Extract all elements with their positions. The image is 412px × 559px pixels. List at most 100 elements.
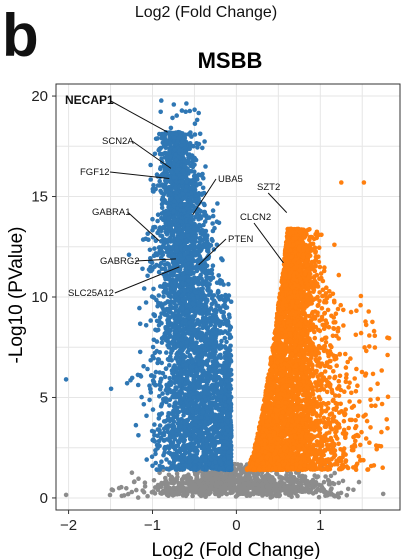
point-down [220, 426, 226, 432]
point-down [147, 397, 152, 403]
point-down [159, 266, 165, 272]
point-down [195, 294, 200, 300]
point-down [157, 147, 162, 152]
point-ns [268, 479, 274, 484]
point-down [210, 348, 216, 354]
point-down [208, 322, 214, 328]
point-down [178, 202, 183, 208]
point-ns [314, 475, 320, 480]
point-ns [194, 474, 200, 480]
point-down [204, 405, 210, 410]
point-down [188, 437, 193, 442]
point-down [180, 467, 185, 472]
point-down [226, 281, 231, 287]
point-down [224, 305, 230, 310]
chart-title: MSBB [198, 48, 263, 73]
point-ns [305, 485, 311, 490]
point-down [166, 335, 171, 340]
point-down [215, 201, 220, 206]
point-down [171, 175, 177, 180]
point-down [163, 220, 168, 226]
point-down [168, 235, 173, 240]
point-down [210, 228, 216, 234]
point-down [173, 456, 179, 462]
point-down [173, 376, 179, 381]
panel-letter: b [2, 2, 39, 69]
point-down [171, 435, 176, 440]
point-down [166, 357, 172, 363]
point-ns [276, 493, 282, 499]
point-ns [316, 494, 322, 500]
point-ns [267, 488, 273, 494]
point-down [153, 369, 159, 375]
point-ns [338, 490, 344, 496]
point-down [165, 299, 170, 304]
point-ns [302, 474, 308, 479]
point-down [172, 380, 178, 386]
point-ns [380, 491, 386, 497]
point-down [108, 386, 114, 392]
point-down [214, 383, 220, 389]
point-ns [135, 495, 141, 500]
point-ns [356, 479, 362, 485]
point-ns [208, 475, 213, 481]
point-down [156, 322, 162, 328]
point-down [171, 203, 177, 209]
point-down [202, 139, 207, 144]
point-ns [223, 474, 228, 480]
point-down [189, 334, 195, 340]
point-down [164, 350, 169, 355]
point-ns [321, 479, 327, 485]
point-down [160, 302, 165, 308]
point-down [193, 419, 198, 424]
point-down [158, 261, 164, 266]
point-down [213, 405, 218, 411]
point-ns [209, 479, 215, 484]
point-down [209, 267, 215, 273]
point-ns [175, 491, 180, 497]
point-down [143, 300, 149, 305]
point-down [180, 348, 185, 353]
point-down [205, 280, 210, 286]
point-down [213, 330, 219, 336]
point-down [216, 220, 222, 226]
point-down [133, 422, 139, 428]
point-down [194, 410, 199, 416]
point-down [176, 284, 182, 289]
point-ns [169, 475, 175, 480]
point-down [156, 412, 162, 417]
point-down [156, 293, 162, 298]
point-down [149, 268, 154, 274]
point-down [159, 340, 165, 345]
point-down [147, 247, 153, 253]
point-down [154, 339, 160, 344]
point-down [174, 303, 179, 308]
point-ns [265, 483, 271, 488]
point-ns [187, 480, 193, 486]
point-down [151, 183, 156, 188]
point-down [188, 364, 193, 370]
point-down [174, 262, 179, 268]
point-down [152, 350, 158, 356]
point-down [165, 343, 170, 348]
point-ns [164, 492, 170, 498]
point-down [150, 344, 156, 350]
point-down [190, 359, 195, 364]
point-down [174, 351, 179, 357]
point-down [181, 442, 187, 448]
point-ns [166, 486, 172, 491]
point-down [218, 345, 224, 351]
point-down [181, 327, 187, 332]
point-down [155, 442, 161, 448]
point-down [188, 200, 194, 206]
point-down [187, 458, 193, 464]
point-down [150, 186, 156, 192]
point-ns [243, 481, 249, 487]
point-ns [246, 472, 251, 477]
point-down [182, 296, 188, 301]
point-down [168, 411, 173, 416]
point-down [168, 417, 174, 422]
point-ns [284, 472, 289, 478]
point-down [210, 208, 216, 213]
